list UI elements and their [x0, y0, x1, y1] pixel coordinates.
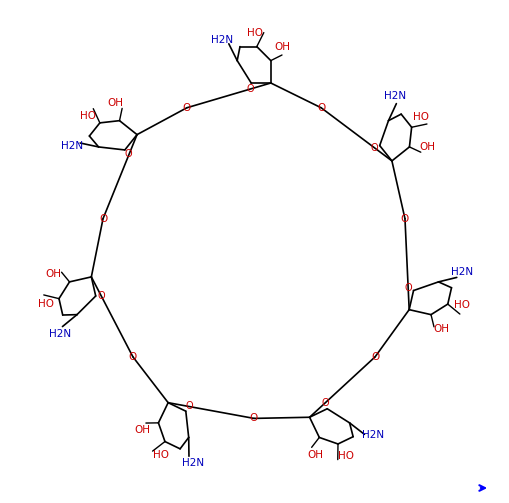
Text: O: O — [317, 103, 325, 113]
Text: OH: OH — [274, 42, 290, 52]
Text: H2N: H2N — [451, 267, 473, 277]
Text: O: O — [250, 413, 258, 424]
Text: HO: HO — [413, 112, 430, 122]
Text: O: O — [404, 283, 412, 293]
Text: H2N: H2N — [361, 430, 384, 440]
Text: HO: HO — [153, 450, 168, 460]
Text: OH: OH — [46, 269, 62, 279]
Text: OH: OH — [307, 450, 323, 460]
Text: H2N: H2N — [49, 329, 71, 340]
Text: O: O — [371, 352, 379, 362]
Text: HO: HO — [79, 111, 96, 121]
Text: H2N: H2N — [62, 141, 83, 151]
Text: O: O — [185, 401, 193, 411]
Text: O: O — [183, 103, 191, 113]
Text: H2N: H2N — [384, 91, 406, 101]
Text: H2N: H2N — [211, 35, 233, 45]
Text: OH: OH — [108, 99, 124, 109]
Text: HO: HO — [338, 451, 354, 461]
Text: O: O — [125, 149, 133, 159]
Text: O: O — [129, 352, 137, 362]
Text: O: O — [99, 214, 107, 224]
Text: OH: OH — [419, 142, 435, 152]
Text: OH: OH — [434, 323, 450, 333]
Text: O: O — [371, 143, 378, 153]
Text: OH: OH — [134, 425, 151, 435]
Text: HO: HO — [38, 299, 54, 309]
Text: HO: HO — [454, 300, 470, 310]
Text: H2N: H2N — [182, 458, 205, 468]
Text: HO: HO — [247, 28, 263, 38]
Text: O: O — [98, 291, 105, 301]
Text: O: O — [401, 214, 409, 224]
Text: O: O — [246, 84, 254, 94]
Text: O: O — [322, 398, 329, 408]
